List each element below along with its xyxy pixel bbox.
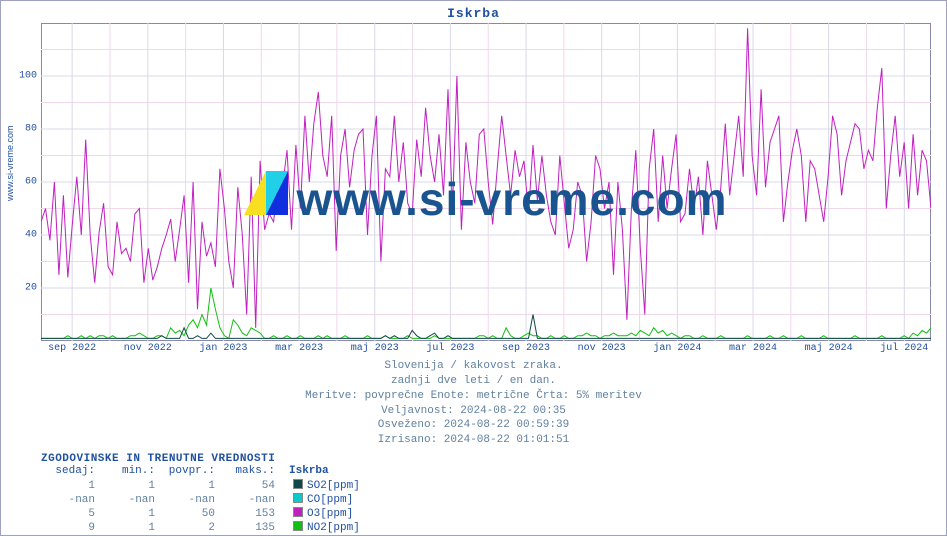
- chart-title: Iskrba: [1, 6, 946, 21]
- legend-label: O3[ppm]: [307, 508, 353, 520]
- x-axis-ticks: sep 2022 nov 2022 jan 2023 mar 2023 maj 2023…: [41, 343, 931, 357]
- stats-cell: -nan: [41, 494, 101, 506]
- stats-col-label: maks.:: [221, 465, 281, 477]
- stats-cell: -nan: [101, 494, 161, 506]
- stats-cell: 9: [41, 522, 101, 534]
- stats-col-label: povpr.:: [161, 465, 221, 477]
- stats-cell: 50: [161, 508, 221, 520]
- legend-swatch-icon: [293, 493, 303, 503]
- stats-row: 5150153 O3[ppm]: [41, 507, 401, 521]
- stats-col-label: sedaj:: [41, 465, 101, 477]
- legend-label: CO[ppm]: [307, 494, 353, 506]
- stats-row: -nan-nan-nan-nanCO[ppm]: [41, 493, 401, 507]
- stats-header: ZGODOVINSKE IN TRENUTNE VREDNOSTI: [41, 453, 401, 465]
- xtick-label: jul 2024: [880, 343, 928, 354]
- stats-row: 912135 NO2[ppm]: [41, 521, 401, 535]
- stats-column-headers: sedaj:min.:povpr.:maks.:Iskrba: [41, 465, 401, 479]
- xtick-label: sep 2023: [502, 343, 550, 354]
- stats-col-label: min.:: [101, 465, 161, 477]
- caption-line: Osveženo: 2024-08-22 00:59:39: [1, 418, 946, 433]
- legend-label: NO2[ppm]: [307, 522, 360, 534]
- xtick-label: mar 2023: [275, 343, 323, 354]
- stats-cell: 1: [161, 480, 221, 492]
- xtick-label: mar 2024: [729, 343, 777, 354]
- xtick-label: jan 2023: [199, 343, 247, 354]
- xtick-label: maj 2024: [805, 343, 853, 354]
- ytick-label: 100: [19, 71, 37, 82]
- ytick-label: 20: [25, 283, 37, 294]
- stats-row: 11154SO2[ppm]: [41, 479, 401, 493]
- caption-line: Meritve: povprečne Enote: metrične Črta:…: [1, 389, 946, 404]
- ytick-label: 40: [25, 230, 37, 241]
- legend-swatch-icon: [293, 521, 303, 531]
- stats-cell: -nan: [161, 494, 221, 506]
- caption-line: Slovenija / kakovost zraka.: [1, 359, 946, 374]
- stats-cell: 1: [101, 480, 161, 492]
- xtick-label: jul 2023: [426, 343, 474, 354]
- legend-swatch-icon: [293, 507, 303, 517]
- caption-line: zadnji dve leti / en dan.: [1, 374, 946, 389]
- stats-cell: -nan: [221, 494, 281, 506]
- chart-svg: [41, 23, 931, 341]
- stats-cell: 135: [221, 522, 281, 534]
- stats-cell: 153: [221, 508, 281, 520]
- stats-cell: 1: [41, 480, 101, 492]
- xtick-label: sep 2022: [48, 343, 96, 354]
- ytick-label: 80: [25, 124, 37, 135]
- xtick-label: maj 2023: [351, 343, 399, 354]
- chart-caption: Slovenija / kakovost zraka.zadnji dve le…: [1, 359, 946, 448]
- chart-plot-area: www.si-vreme.com: [41, 23, 931, 341]
- legend-label: SO2[ppm]: [307, 480, 360, 492]
- y-axis-ticks: 20 40 60 80 100: [1, 23, 39, 341]
- xtick-label: nov 2022: [124, 343, 172, 354]
- legend-swatch-icon: [293, 479, 303, 489]
- xtick-label: nov 2023: [578, 343, 626, 354]
- stats-cell: 1: [101, 508, 161, 520]
- ytick-label: 60: [25, 177, 37, 188]
- stats-table: ZGODOVINSKE IN TRENUTNE VREDNOSTI sedaj:…: [41, 453, 401, 535]
- stats-cell: 1: [101, 522, 161, 534]
- stats-cell: 54: [221, 480, 281, 492]
- stats-cell: 2: [161, 522, 221, 534]
- xtick-label: jan 2024: [653, 343, 701, 354]
- stats-location: Iskrba: [281, 465, 401, 477]
- stats-cell: 5: [41, 508, 101, 520]
- caption-line: Izrisano: 2024-08-22 01:01:51: [1, 433, 946, 448]
- caption-line: Veljavnost: 2024-08-22 00:35: [1, 404, 946, 419]
